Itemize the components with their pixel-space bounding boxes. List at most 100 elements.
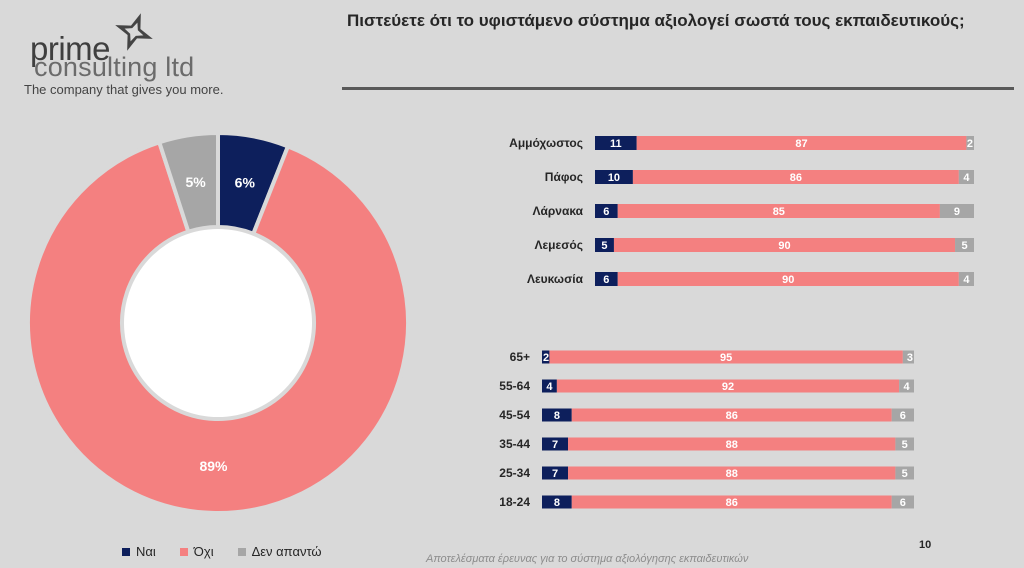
district-value-label-yes: 5 <box>601 240 607 252</box>
legend-label-na: Δεν απαντώ <box>251 544 322 559</box>
district-value-label-na: 2 <box>967 138 973 150</box>
district-bar-yes <box>595 170 633 184</box>
age-value-label-na: 4 <box>903 381 910 393</box>
age-category-label: 25-34 <box>499 466 530 480</box>
district-bar-na <box>939 204 974 218</box>
age-bar-na <box>895 437 914 451</box>
age-value-label-yes: 2 <box>543 352 549 364</box>
legend-swatch-na <box>237 547 246 556</box>
age-value-label-no: 95 <box>720 352 732 364</box>
district-bar-na <box>958 272 974 286</box>
donut-slice-na <box>156 130 220 235</box>
district-bar-no <box>613 238 956 252</box>
age-category-label: 65+ <box>510 350 530 364</box>
age-value-label-na: 6 <box>900 497 906 509</box>
district-value-label-no: 86 <box>790 172 802 184</box>
age-bar-no <box>568 437 896 451</box>
age-bar-no <box>568 466 896 480</box>
age-value-label-yes: 8 <box>554 410 560 422</box>
donut-label-na: 5% <box>186 174 207 190</box>
district-bar-no <box>632 170 959 184</box>
donut-slice-no <box>26 139 410 515</box>
age-bar-no <box>556 379 900 393</box>
age-category-label: 45-54 <box>499 408 530 422</box>
legend-item-yes: Ναι <box>122 544 156 559</box>
legend-label-no: Όχι <box>193 544 214 559</box>
age-value-label-yes: 7 <box>552 468 558 480</box>
district-value-label-yes: 6 <box>603 206 609 218</box>
district-bar-yes <box>595 272 618 286</box>
page-title: Πιστεύετε ότι το υφιστάμενο σύστημα αξιο… <box>347 11 965 30</box>
logo-word-consulting: consulting ltd <box>34 52 195 82</box>
age-value-label-yes: 4 <box>546 381 553 393</box>
age-value-label-no: 86 <box>726 497 738 509</box>
age-bar-na <box>891 408 914 422</box>
company-logo: prime consulting ltd The company that gi… <box>0 0 268 108</box>
age-value-label-na: 5 <box>902 439 908 451</box>
district-bar-no <box>617 204 940 218</box>
donut-hole <box>124 229 312 417</box>
age-category-label: 18-24 <box>499 495 530 509</box>
district-value-label-na: 9 <box>954 206 960 218</box>
age-value-label-yes: 7 <box>552 439 558 451</box>
star-logo-icon <box>115 13 153 51</box>
district-category-label: Λεμεσός <box>534 238 583 252</box>
logo-word-prime: prime <box>30 30 111 67</box>
age-bar-yes <box>542 495 572 509</box>
district-bar-yes <box>595 238 614 252</box>
age-bar-na <box>902 350 914 364</box>
legend-label-yes: Ναι <box>136 544 156 559</box>
district-value-label-na: 5 <box>961 240 967 252</box>
age-value-label-no: 92 <box>722 381 734 393</box>
district-value-label-na: 4 <box>963 172 970 184</box>
age-value-label-no: 88 <box>726 439 738 451</box>
logo-tagline: The company that gives you more. <box>24 82 224 97</box>
district-bar-no <box>636 136 967 150</box>
district-bar-yes <box>595 136 637 150</box>
chart-legend: Ναι Όχι Δεν απαντώ <box>122 544 322 559</box>
age-bar-yes <box>542 437 569 451</box>
district-category-label: Πάφος <box>545 170 583 184</box>
age-bar-yes <box>542 466 569 480</box>
district-value-label-yes: 10 <box>608 172 620 184</box>
page-number: 10 <box>919 539 932 551</box>
legend-swatch-no <box>179 547 188 556</box>
legend-swatch-yes <box>122 547 130 556</box>
age-value-label-na: 6 <box>900 410 906 422</box>
district-value-label-yes: 6 <box>603 274 609 286</box>
age-value-label-no: 88 <box>726 468 738 480</box>
district-bar-na <box>955 238 974 252</box>
district-bar-yes <box>595 204 618 218</box>
age-category-label: 55-64 <box>499 379 530 393</box>
district-bar-na <box>958 170 974 184</box>
age-bar-yes <box>542 379 557 393</box>
donut-label-yes: 6% <box>235 175 256 191</box>
legend-item-na: Δεν απαντώ <box>237 544 322 559</box>
age-bar-yes <box>542 408 572 422</box>
district-category-label: Αμμόχωστος <box>509 136 583 150</box>
donut-label-no: 89% <box>199 458 228 474</box>
district-category-label: Λάρνακα <box>532 204 583 218</box>
district-value-label-no: 90 <box>778 240 790 252</box>
age-bar-na <box>891 495 914 509</box>
district-value-label-no: 87 <box>795 138 807 150</box>
district-value-label-no: 90 <box>782 274 794 286</box>
district-value-label-na: 4 <box>963 274 970 286</box>
age-bar-yes <box>542 350 550 364</box>
district-bar-na <box>966 136 974 150</box>
age-bar-na <box>895 466 914 480</box>
age-value-label-no: 86 <box>726 410 738 422</box>
age-category-label: 35-44 <box>499 437 530 451</box>
age-value-label-yes: 8 <box>554 497 560 509</box>
legend-item-no: Όχι <box>179 544 214 559</box>
age-bar-no <box>549 350 903 364</box>
district-bar-no <box>617 272 959 286</box>
age-bar-na <box>899 379 914 393</box>
age-value-label-na: 3 <box>907 352 913 364</box>
title-divider <box>342 87 1014 90</box>
age-bar-no <box>571 495 892 509</box>
footer-caption: Αποτελέσματα έρευνας για το σύστημα αξιο… <box>426 553 749 565</box>
district-value-label-yes: 11 <box>610 138 622 150</box>
age-bar-no <box>571 408 892 422</box>
